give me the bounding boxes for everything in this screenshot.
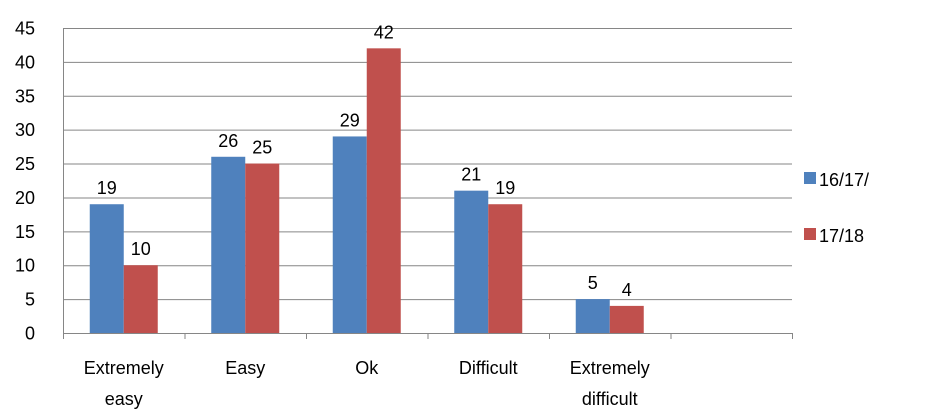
- y-tick-label: 35: [15, 86, 35, 106]
- data-label: 5: [588, 273, 598, 293]
- legend: 16/17/17/18: [804, 170, 869, 246]
- bar-series-2: [123, 265, 158, 333]
- y-tick-label: 15: [15, 222, 35, 242]
- gridlines: [63, 28, 792, 334]
- data-label: 19: [97, 178, 117, 198]
- data-labels: 19 10 26 25 29 42 21 19 5 4: [97, 22, 632, 300]
- y-tick-label: 10: [15, 256, 35, 276]
- y-axis-tick-labels: 0 5 10 15 20 25 30 35 40 45: [15, 19, 35, 344]
- bar-series-2: [245, 163, 280, 333]
- data-label: 26: [218, 131, 238, 151]
- bar-series-2: [366, 48, 401, 333]
- data-label: 25: [252, 138, 272, 158]
- x-category-label: Difficult: [459, 358, 518, 378]
- y-tick-label: 40: [15, 52, 35, 72]
- y-tick-label: 20: [15, 188, 35, 208]
- bar-series-1: [332, 136, 367, 333]
- data-label: 4: [622, 280, 632, 300]
- data-label: 19: [495, 178, 515, 198]
- bars: [89, 48, 644, 333]
- x-category-label: Ok: [355, 358, 379, 378]
- y-tick-label: 0: [25, 324, 35, 344]
- bar-series-1: [575, 299, 610, 333]
- bar-series-1: [89, 204, 124, 333]
- legend-label: 17/18: [819, 226, 864, 246]
- legend-label: 16/17/: [819, 170, 869, 190]
- data-label: 21: [461, 165, 481, 185]
- x-category-label: Extremely easy: [84, 358, 164, 409]
- legend-swatch: [804, 172, 816, 184]
- y-tick-label: 45: [15, 19, 35, 39]
- legend-swatch: [804, 228, 816, 240]
- x-category-label: Extremely difficult: [570, 358, 650, 409]
- bar-series-2: [488, 204, 523, 333]
- y-tick-label: 25: [15, 154, 35, 174]
- bar-series-2: [609, 305, 644, 333]
- data-label: 10: [131, 239, 151, 259]
- data-label: 29: [340, 110, 360, 130]
- x-axis: Extremely easy Easy Ok Difficult Extremely dif…: [63, 333, 793, 409]
- bar-series-1: [211, 156, 246, 333]
- y-tick-label: 5: [25, 290, 35, 310]
- bar-series-1: [454, 190, 489, 333]
- x-category-label: Easy: [225, 358, 265, 378]
- data-label: 42: [374, 22, 394, 42]
- y-tick-label: 30: [15, 120, 35, 140]
